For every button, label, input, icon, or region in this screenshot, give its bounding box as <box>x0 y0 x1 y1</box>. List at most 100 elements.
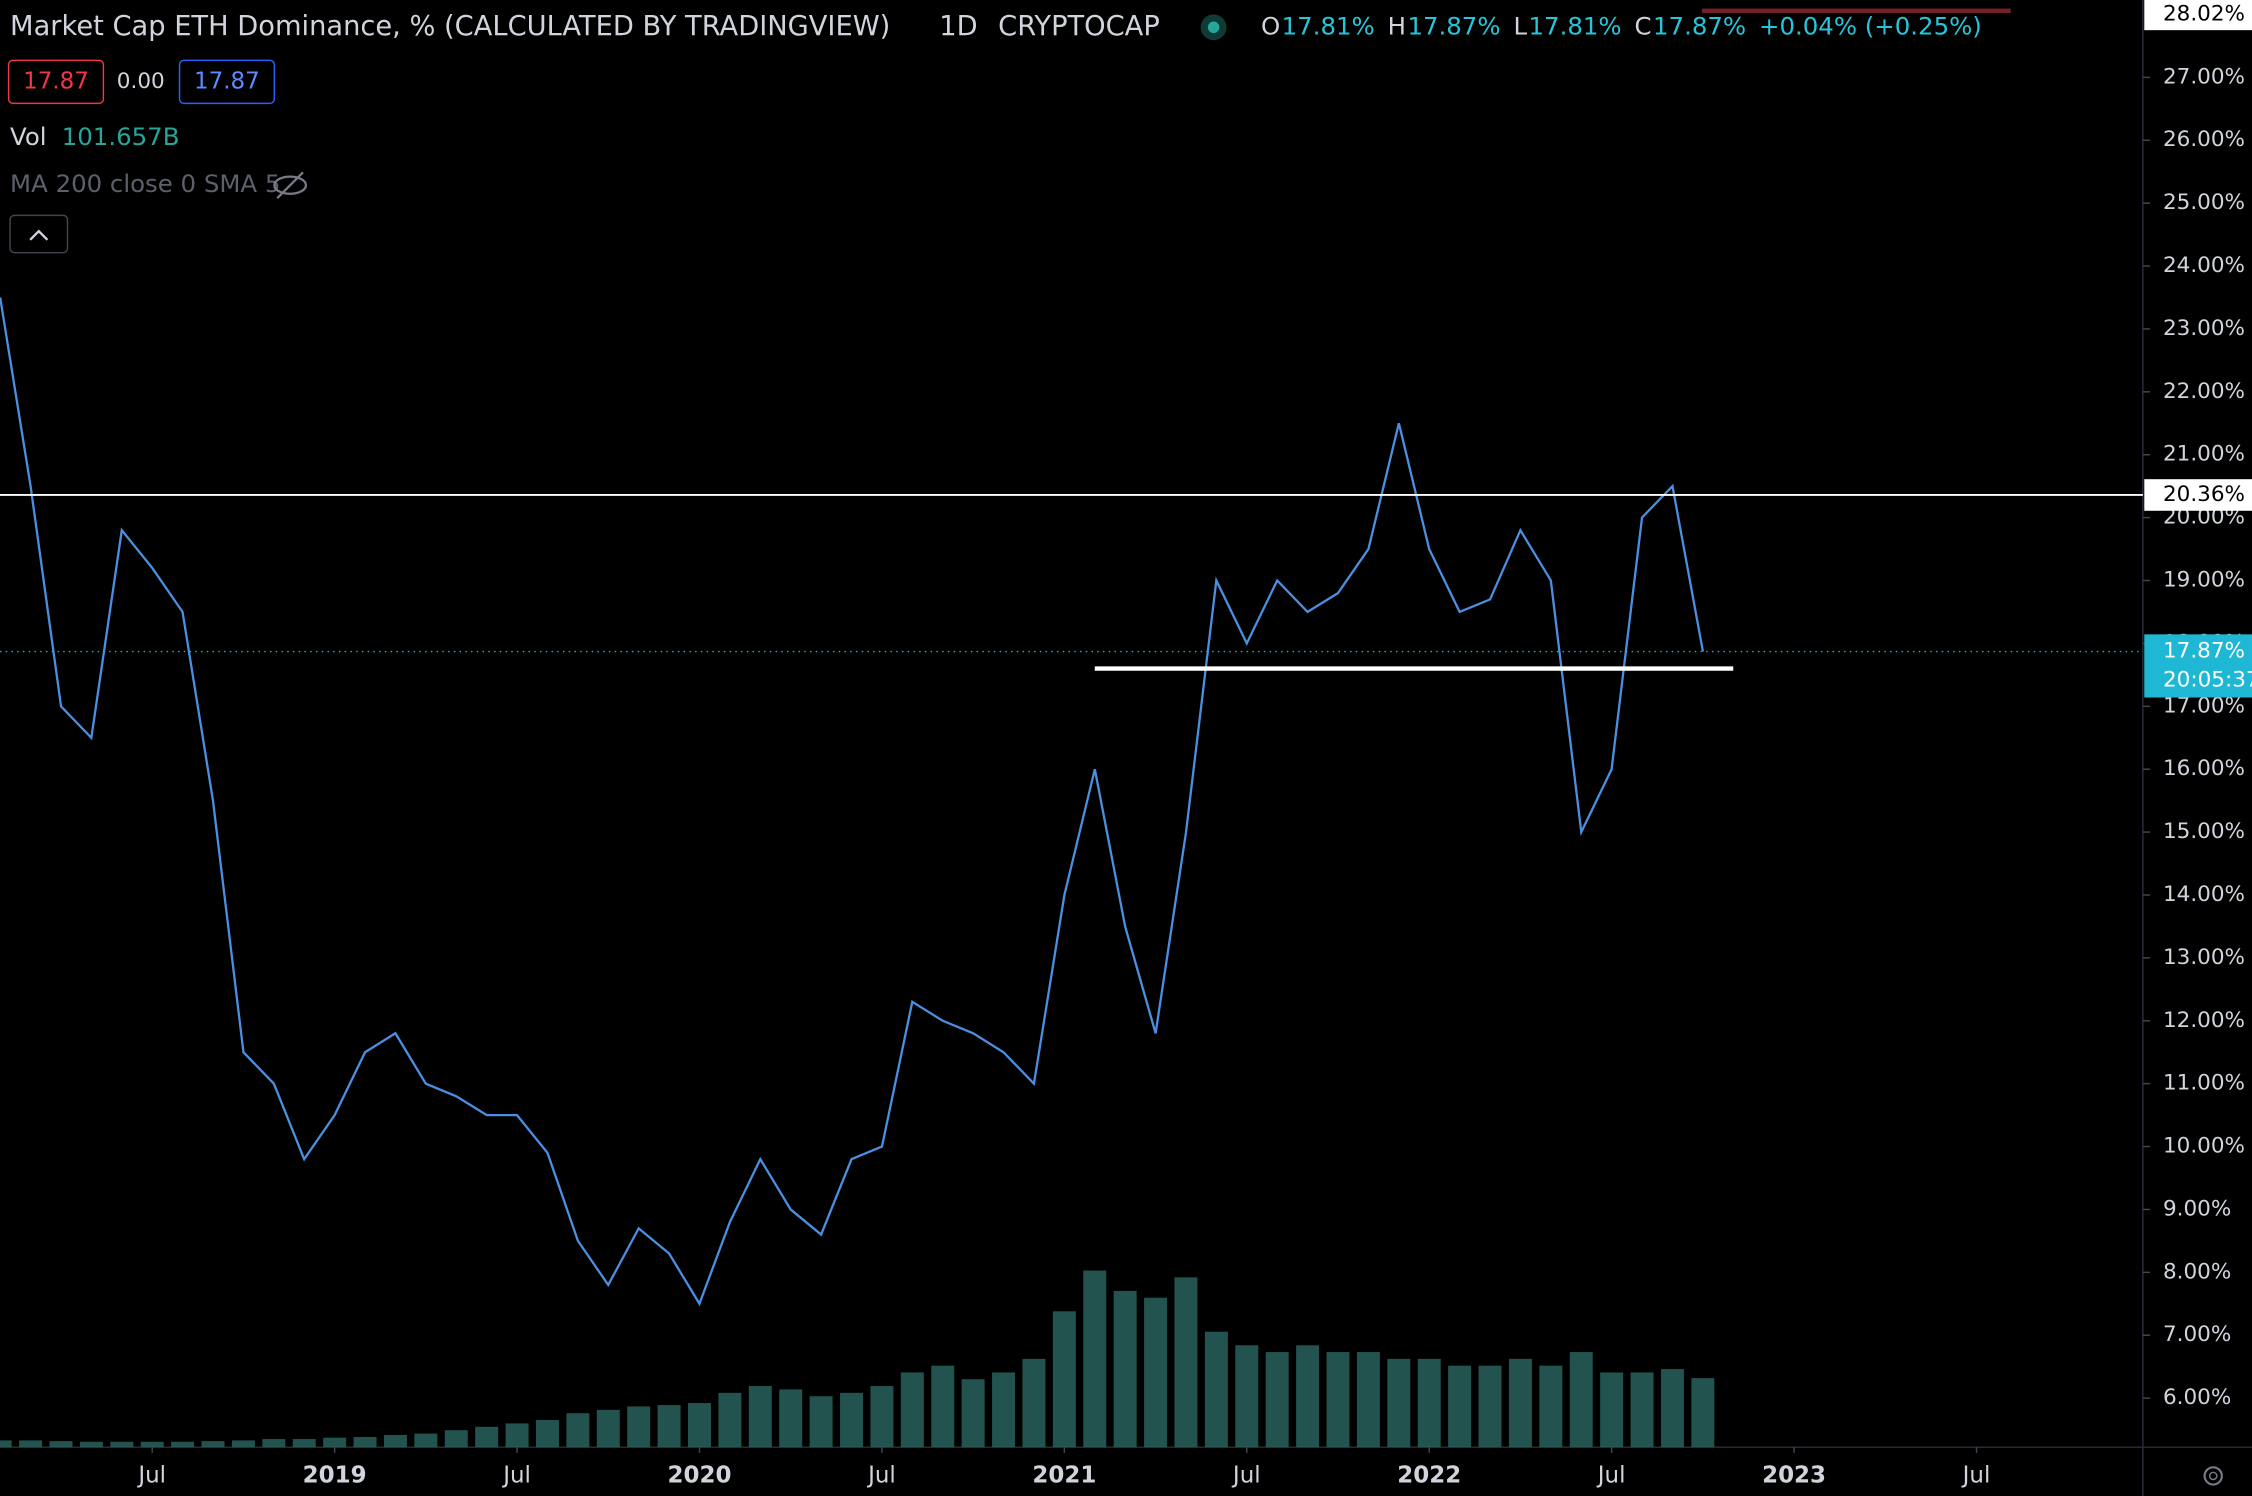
y-tick-label: 13.00% <box>2163 945 2245 970</box>
volume-bar <box>840 1392 864 1448</box>
volume-bar <box>1022 1358 1046 1448</box>
volume-bar <box>1174 1277 1198 1448</box>
volume-bar <box>414 1433 438 1448</box>
interval: 1D <box>939 11 977 42</box>
ohlc-key: L <box>1513 11 1527 40</box>
volume-bar <box>657 1405 681 1448</box>
volume-bar <box>49 1441 73 1448</box>
volume-bar <box>748 1386 772 1448</box>
ohlc-key: O <box>1261 11 1280 40</box>
volume-bar <box>231 1440 255 1448</box>
volume-bar <box>627 1406 651 1448</box>
x-tick-label: Jul <box>1961 1462 1991 1488</box>
y-tick-label: 26.00% <box>2163 127 2245 152</box>
volume-bar <box>992 1372 1016 1448</box>
x-tick-label: Jul <box>1231 1462 1261 1488</box>
volume-bar <box>1417 1358 1441 1448</box>
volume-bar <box>444 1430 468 1448</box>
volume-bar <box>262 1439 286 1448</box>
bid: 17.87 <box>23 68 89 94</box>
y-tick-label: 12.00% <box>2163 1008 2245 1033</box>
status-dot <box>1207 21 1220 34</box>
settings-icon[interactable] <box>2203 1466 2223 1486</box>
x-tick-label: 2021 <box>1032 1462 1096 1488</box>
change: +0.04% (+0.25%) <box>1759 11 1982 40</box>
y-tick-label: 8.00% <box>2163 1259 2231 1284</box>
volume-bar <box>1478 1365 1502 1448</box>
ask: 17.87 <box>194 68 260 94</box>
last-price-label: 17.87% <box>2163 639 2245 664</box>
volume-bar <box>809 1396 833 1448</box>
top-label: 28.02% <box>2163 1 2245 26</box>
volume-bar <box>201 1441 225 1448</box>
volume-bar <box>323 1437 347 1448</box>
y-tick-label: 23.00% <box>2163 316 2245 341</box>
y-tick-label: 22.00% <box>2163 379 2245 404</box>
volume-bar <box>779 1389 803 1448</box>
hide-icon[interactable] <box>273 171 308 199</box>
volume-bar <box>1356 1352 1380 1448</box>
y-tick-label: 19.00% <box>2163 568 2245 593</box>
volume-bar <box>535 1420 559 1448</box>
bid-box[interactable] <box>7 59 105 105</box>
volume-bar <box>383 1434 407 1448</box>
ohlc-key: H <box>1388 11 1406 40</box>
y-tick-label: 21.00% <box>2163 442 2245 467</box>
y-tick-label: 6.00% <box>2163 1385 2231 1410</box>
volume-bar <box>505 1423 529 1448</box>
volume-bar <box>110 1441 134 1448</box>
volume-bar <box>1296 1345 1320 1448</box>
ohlc-value: 17.87% <box>1407 11 1500 40</box>
volume-bar <box>1265 1352 1289 1448</box>
y-tick-label: 9.00% <box>2163 1196 2231 1221</box>
volume-bar <box>140 1441 164 1448</box>
volume-bar <box>1600 1372 1624 1448</box>
y-tick-label: 11.00% <box>2163 1071 2245 1096</box>
y-tick-label: 24.00% <box>2163 253 2245 278</box>
volume-bar <box>1539 1365 1563 1448</box>
volume-bar <box>1113 1290 1137 1448</box>
volume-bar <box>1569 1352 1593 1448</box>
x-tick-label: 2022 <box>1397 1462 1461 1488</box>
volume-bar <box>19 1440 43 1448</box>
x-tick-label: 2023 <box>1762 1462 1826 1488</box>
volume-bar <box>1448 1365 1472 1448</box>
x-tick-label: 2020 <box>668 1462 732 1488</box>
volume-bar <box>79 1441 103 1448</box>
ohlc-value: 17.81% <box>1282 11 1375 40</box>
volume-bar <box>566 1413 590 1448</box>
y-tick-label: 15.00% <box>2163 819 2245 844</box>
y-tick-label: 16.00% <box>2163 756 2245 781</box>
vol-label: Vol <box>10 122 47 151</box>
x-tick-label: Jul <box>136 1462 166 1488</box>
ask-box[interactable] <box>178 59 276 105</box>
y-tick-label: 10.00% <box>2163 1134 2245 1159</box>
exchange: CRYPTOCAP <box>998 11 1160 42</box>
volume-bar <box>1691 1378 1715 1448</box>
volume-bar <box>1660 1369 1684 1448</box>
x-tick-label: Jul <box>501 1462 531 1488</box>
y-tick-label: 14.00% <box>2163 882 2245 907</box>
volume-bar <box>961 1379 985 1448</box>
volume-bar <box>171 1441 195 1448</box>
volume-bar <box>596 1409 620 1448</box>
ohlc-value: 17.81% <box>1529 11 1622 40</box>
volume-bar <box>1235 1345 1259 1448</box>
collapse-icon <box>29 229 49 241</box>
volume-bar <box>688 1403 711 1448</box>
volume-bar <box>931 1365 955 1448</box>
ohlc-value: 17.87% <box>1653 11 1746 40</box>
legend-header: Market Cap ETH Dominance, % (CALCULATED … <box>7 8 2223 1486</box>
volume-bar <box>1326 1352 1350 1448</box>
hline-label: 20.36% <box>2163 482 2245 507</box>
volume-bar <box>1083 1270 1107 1448</box>
title: Market Cap ETH Dominance, % (CALCULATED … <box>10 11 890 42</box>
collapse-button[interactable] <box>9 214 69 254</box>
countdown: 20:05:37 <box>2163 667 2252 692</box>
volume-bar <box>1052 1311 1076 1448</box>
ohlc-key: C <box>1635 11 1652 40</box>
